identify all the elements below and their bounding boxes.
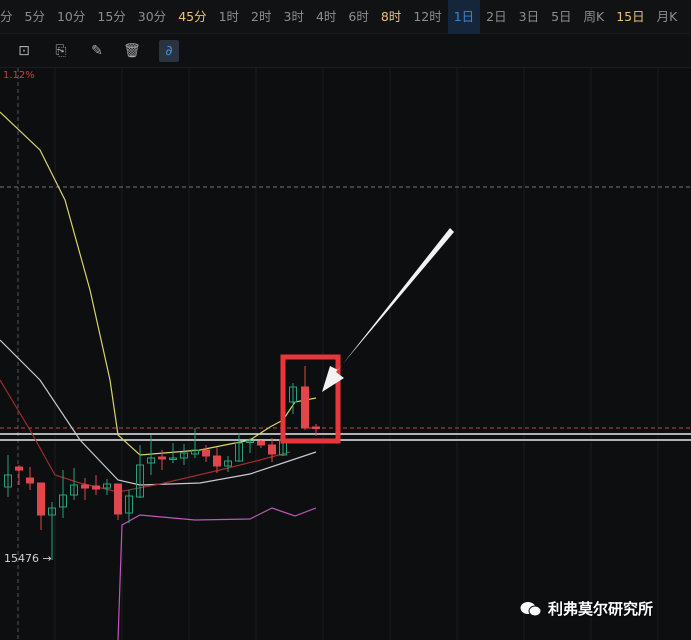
middle-band-line xyxy=(0,339,317,486)
timeframe-tab[interactable]: 月K xyxy=(656,8,678,24)
low-price-label: 15476 → xyxy=(4,552,52,565)
lower-band-line xyxy=(117,507,317,640)
timeframe-tab[interactable]: 3日 xyxy=(518,8,540,24)
timeframe-tab[interactable]: 45分 xyxy=(178,8,207,24)
timeframe-tab[interactable]: 1时 xyxy=(218,8,240,24)
watermark-text: 利弗莫尔研究所 xyxy=(548,600,654,618)
timeframe-tab[interactable]: 2日 xyxy=(486,8,507,24)
candle-body xyxy=(59,494,67,508)
annotation-arrow xyxy=(322,228,454,392)
candle-body xyxy=(125,495,133,514)
candle-body xyxy=(289,386,297,403)
wechat-icon xyxy=(520,600,542,618)
timeframe-tab[interactable]: 15分 xyxy=(97,8,126,24)
candle-body xyxy=(70,484,78,496)
candle-body xyxy=(103,483,111,489)
candle-body xyxy=(191,449,199,455)
timeframe-tab[interactable]: 3时 xyxy=(283,8,304,24)
timeframe-tab[interactable]: 12时 xyxy=(413,8,442,24)
candle-body xyxy=(301,386,309,429)
timeframe-tab[interactable]: 8时 xyxy=(380,8,402,24)
candle-body xyxy=(48,507,56,516)
magnet-icon[interactable]: ∂ xyxy=(159,40,179,62)
candle-body xyxy=(246,440,254,443)
timeframe-bar: 分 5分 10分 15分 30分 45分 1时 2时 3时 4时 6时 8时 12时 1日 2日 3日 5日 周K… xyxy=(0,0,691,34)
annotation-box xyxy=(280,354,341,444)
timeframe-tab[interactable]: 4时 xyxy=(315,8,337,24)
timeframe-tab[interactable]: 30分 xyxy=(137,8,167,24)
change-percent-label: 1.12% xyxy=(3,70,35,81)
upper-band-line xyxy=(0,111,317,456)
candle-body xyxy=(114,483,122,515)
candle-body xyxy=(158,456,166,460)
candle-body xyxy=(224,460,232,467)
candle-body xyxy=(15,466,23,471)
timeframe-tab[interactable]: 2时 xyxy=(251,8,272,24)
edit-note-icon[interactable]: ✎ xyxy=(91,43,103,59)
candle-body xyxy=(26,477,34,484)
drawing-toolbar: ⊡ ⎘ ✎ 🗑 ∂ xyxy=(0,34,691,68)
candle-body xyxy=(136,464,144,498)
candle-body xyxy=(180,452,188,459)
candle-body xyxy=(147,457,155,464)
candlestick-chart[interactable] xyxy=(0,68,691,640)
candle-body xyxy=(257,440,265,446)
bookmark-icon[interactable]: ⎘ xyxy=(55,43,67,59)
timeframe-tab[interactable]: 15日 xyxy=(616,8,645,24)
timeframe-tab[interactable]: 周K xyxy=(583,8,605,24)
candle-body xyxy=(268,444,276,455)
candle-body xyxy=(169,457,177,460)
lock-icon[interactable]: ⊡ xyxy=(18,43,30,59)
candle-body xyxy=(202,449,210,457)
timeframe-tab[interactable]: 6时 xyxy=(348,8,369,24)
candle-body xyxy=(37,482,45,516)
candle-body xyxy=(312,426,320,429)
candle-body xyxy=(92,485,100,490)
candle-body xyxy=(4,474,12,488)
candle-body xyxy=(213,455,221,467)
candle-body xyxy=(235,442,243,462)
candle-body xyxy=(81,484,89,489)
timeframe-tab[interactable]: 1日 xyxy=(447,0,481,34)
timeframe-tab[interactable]: 5日 xyxy=(551,8,572,24)
timeframe-tab[interactable]: 5分 xyxy=(24,8,45,24)
timeframe-tab[interactable]: 10分 xyxy=(56,8,86,24)
trash-icon[interactable]: 🗑 xyxy=(123,43,141,59)
watermark: 利弗莫尔研究所 xyxy=(520,598,653,619)
timeframe-tab[interactable]: 分 xyxy=(0,8,13,24)
